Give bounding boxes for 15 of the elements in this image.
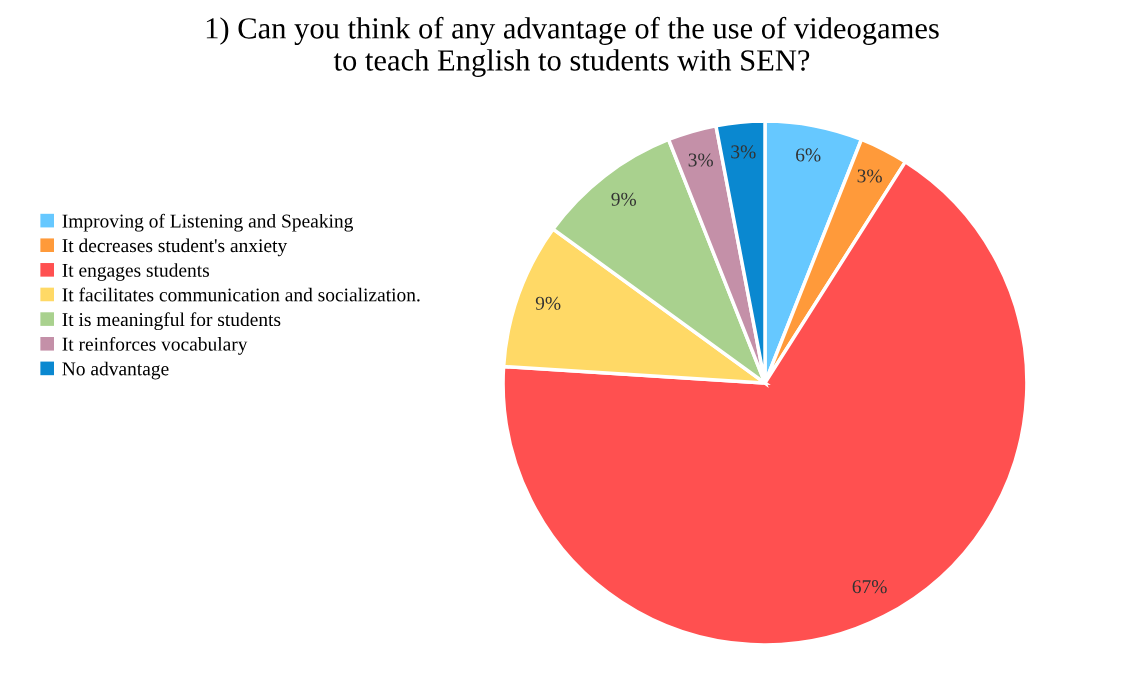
data-label: 9% [611,192,637,206]
legend-label: It facilitates communication and socialization. [62,287,420,302]
data-label: 67% [852,580,887,594]
legend-label: Improving of Listening and Speaking [62,213,354,232]
data-label: 3% [688,153,713,167]
data-label: 3% [857,169,882,183]
data-label: 3% [731,145,756,159]
legend-label: It decreases student's anxiety [62,238,288,257]
data-label: 6% [796,148,821,162]
legend-label: It reinforces vocabulary [62,336,248,355]
chart-title: 1) Can you think of any advantage of the use of videogames to teach English to students with SEN? [206,16,939,77]
data-label: 9% [535,296,561,310]
legend-label: No advantage [62,361,169,380]
legend-label: It engages students [62,263,210,281]
legend-label: It is meaningful for students [62,312,281,331]
